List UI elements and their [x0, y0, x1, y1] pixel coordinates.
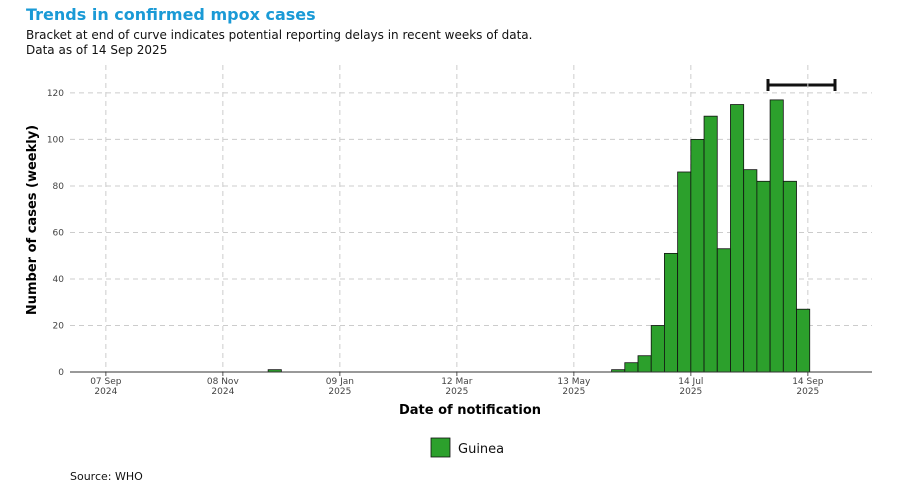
- x-tick-label: 14 Sep 2025: [792, 377, 824, 397]
- bar: [730, 104, 745, 373]
- bar: [624, 362, 639, 373]
- y-tick-label: 60: [53, 228, 65, 238]
- x-tick-label: 08 Nov 2024: [206, 377, 239, 397]
- bar: [716, 248, 731, 373]
- x-tick-label: 12 Mar 2025: [441, 377, 473, 397]
- x-axis-label: Date of notification: [399, 403, 541, 418]
- legend-label: Guinea: [458, 442, 504, 457]
- chart-subtitle: Bracket at end of curve indicates potent…: [26, 28, 533, 57]
- bar: [782, 180, 797, 373]
- y-axis-label: Number of cases (weekly): [25, 125, 40, 315]
- bar: [637, 355, 652, 373]
- bar: [769, 99, 784, 373]
- source-note: Source: WHO: [70, 470, 143, 483]
- chart-title: Trends in confirmed mpox cases: [26, 5, 316, 24]
- bar: [743, 169, 758, 373]
- bar: [703, 115, 718, 373]
- y-tick-label: 120: [47, 89, 64, 99]
- x-tick-label: 09 Jan 2025: [325, 377, 354, 397]
- delay-bracket: [766, 79, 837, 91]
- x-tick-label: 13 May 2025: [557, 377, 591, 397]
- bar: [677, 171, 692, 373]
- bar: [650, 325, 665, 373]
- bar: [756, 180, 771, 373]
- bar: [690, 139, 705, 373]
- x-tick-label: 14 Jul 2025: [678, 377, 704, 397]
- legend-swatch: [430, 437, 451, 458]
- y-tick-label: 20: [53, 321, 65, 331]
- y-tick-label: 80: [53, 182, 65, 192]
- y-tick-label: 100: [47, 135, 64, 145]
- y-tick-label: 40: [53, 275, 65, 285]
- y-tick-label: 0: [58, 368, 64, 378]
- bar: [796, 308, 811, 373]
- x-tick-label: 07 Sep 2024: [90, 377, 122, 397]
- bar: [664, 252, 679, 373]
